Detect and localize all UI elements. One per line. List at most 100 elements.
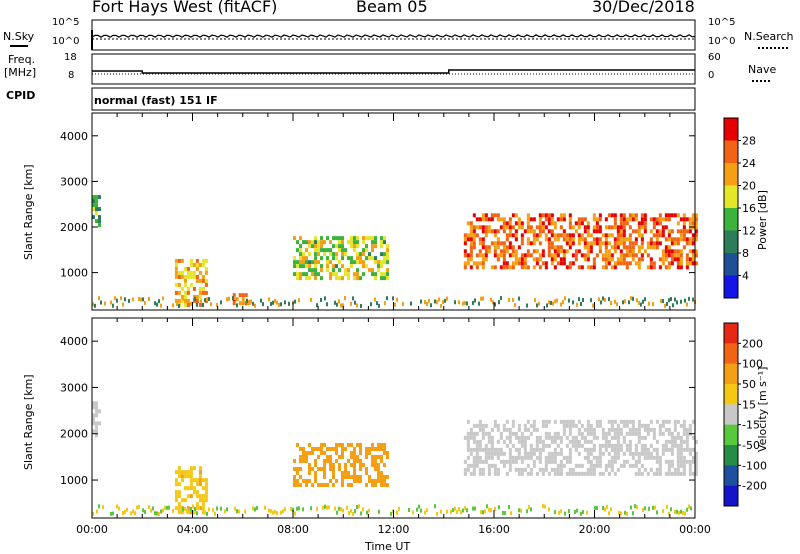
velocity-echo-cell xyxy=(92,401,95,406)
velocity-colorbar-tick: 15 xyxy=(742,398,756,411)
velocity-echo-cell xyxy=(95,401,98,406)
velocity-echo-cell xyxy=(634,463,638,468)
velocity-echo-cell xyxy=(553,439,557,444)
power-echo-cell xyxy=(532,229,536,234)
power-echo-cell xyxy=(517,217,521,222)
power-ground-cell xyxy=(338,299,340,304)
velocity-ground-cell xyxy=(164,505,166,510)
power-echo-cell xyxy=(658,221,662,226)
velocity-echo-cell xyxy=(661,447,665,452)
power-echo-cell xyxy=(691,253,695,258)
power-echo-cell xyxy=(586,241,590,246)
power-echo-cell xyxy=(556,261,560,266)
power-echo-cell xyxy=(484,229,488,234)
velocity-echo-cell xyxy=(562,463,566,468)
power-echo-cell xyxy=(305,264,308,269)
power-echo-cell xyxy=(329,252,332,257)
power-echo-cell xyxy=(667,245,671,250)
velocity-echo-cell xyxy=(688,423,692,428)
velocity-echo-cell xyxy=(616,443,620,448)
velocity-echo-cell xyxy=(481,467,485,472)
velocity-echo-cell xyxy=(311,451,314,455)
power-echo-cell xyxy=(691,213,695,218)
velocity-echo-cell xyxy=(475,463,479,468)
power-echo-cell xyxy=(544,265,548,270)
power-echo-cell xyxy=(520,237,524,242)
power-echo-cell xyxy=(535,249,539,254)
power-echo-cell xyxy=(183,294,187,299)
power-echo-cell xyxy=(502,253,506,258)
power-echo-cell xyxy=(685,257,689,262)
velocity-echo-cell xyxy=(92,405,95,410)
power-echo-cell xyxy=(640,225,644,230)
velocity-ground-scatter xyxy=(92,504,692,516)
velocity-echo-cell xyxy=(502,423,506,428)
power-echo-cell xyxy=(637,249,641,254)
velocity-echo-cell xyxy=(180,478,184,483)
power-echo-cell xyxy=(631,217,635,222)
power-echo-cell xyxy=(682,233,686,238)
power-echo-cell xyxy=(649,241,653,246)
power-echo-cell xyxy=(332,272,335,277)
velocity-echo-cell xyxy=(204,482,208,487)
velocity-echo-cell xyxy=(526,419,530,424)
power-echo-cell xyxy=(347,240,350,245)
velocity-ground-cell xyxy=(328,505,330,510)
power-echo-cell xyxy=(595,253,599,258)
velocity-echo-cell xyxy=(490,451,494,456)
velocity-echo-cell xyxy=(380,447,383,451)
velocity-echo-cell xyxy=(589,439,593,444)
power-ground-cell xyxy=(246,298,248,303)
power-echo-cell xyxy=(374,276,377,281)
power-echo-cell xyxy=(311,260,314,265)
power-echo-cell xyxy=(368,256,371,261)
velocity-echo-cell xyxy=(688,427,692,432)
power-ylabel: Slant Range [km] xyxy=(22,164,35,260)
velocity-echo-cell xyxy=(667,427,671,432)
velocity-echo-cell xyxy=(529,431,533,436)
velocity-echo-cell xyxy=(338,455,341,459)
velocity-echo-cell xyxy=(320,483,323,487)
velocity-echo-cell xyxy=(583,439,587,444)
power-echo-cell xyxy=(553,237,557,242)
power-echo-cell xyxy=(538,225,542,230)
power-echo-cell xyxy=(478,253,482,258)
power-echo-cell xyxy=(505,237,509,242)
power-echo-cell xyxy=(338,276,341,281)
power-echo-cell xyxy=(577,225,581,230)
velocity-ground-cell xyxy=(544,504,546,509)
velocity-echo-cell xyxy=(329,479,332,483)
velocity-echo-cell xyxy=(616,427,620,432)
power-echo-cell xyxy=(320,264,323,269)
power-echo-cell xyxy=(368,236,371,241)
velocity-echo-cell xyxy=(568,459,572,464)
velocity-ground-cell xyxy=(196,511,198,516)
velocity-echo-cell xyxy=(514,467,518,472)
velocity-echo-cell xyxy=(356,459,359,463)
velocity-ground-cell xyxy=(160,509,162,514)
velocity-echo-cell xyxy=(667,463,671,468)
power-echo-cell xyxy=(526,265,530,270)
velocity-echo-cell xyxy=(682,463,686,468)
power-ground-cell xyxy=(162,296,164,301)
power-echo-cell xyxy=(195,266,199,271)
velocity-ground-cell xyxy=(272,510,274,515)
velocity-echo-cell xyxy=(586,455,590,460)
power-ground-cell xyxy=(598,297,600,302)
power-ground-cell xyxy=(354,300,356,305)
power-echo-cell xyxy=(362,264,365,269)
velocity-echo-cell xyxy=(598,419,602,424)
velocity-ground-cell xyxy=(378,509,380,514)
power-ytick-label: 4000 xyxy=(60,130,88,143)
power-echo-cell xyxy=(463,233,467,238)
power-echo-cell xyxy=(628,245,632,250)
velocity-echo-cell xyxy=(694,463,698,468)
velocity-echo-cell xyxy=(574,439,578,444)
power-echo-cell xyxy=(622,217,626,222)
power-ground-cell xyxy=(160,303,162,308)
power-echo-cell xyxy=(186,286,190,291)
velocity-echo-cell xyxy=(368,479,371,483)
power-ground-cell xyxy=(550,300,552,305)
power-echo-cell xyxy=(538,241,542,246)
power-echo-cell xyxy=(374,240,377,245)
